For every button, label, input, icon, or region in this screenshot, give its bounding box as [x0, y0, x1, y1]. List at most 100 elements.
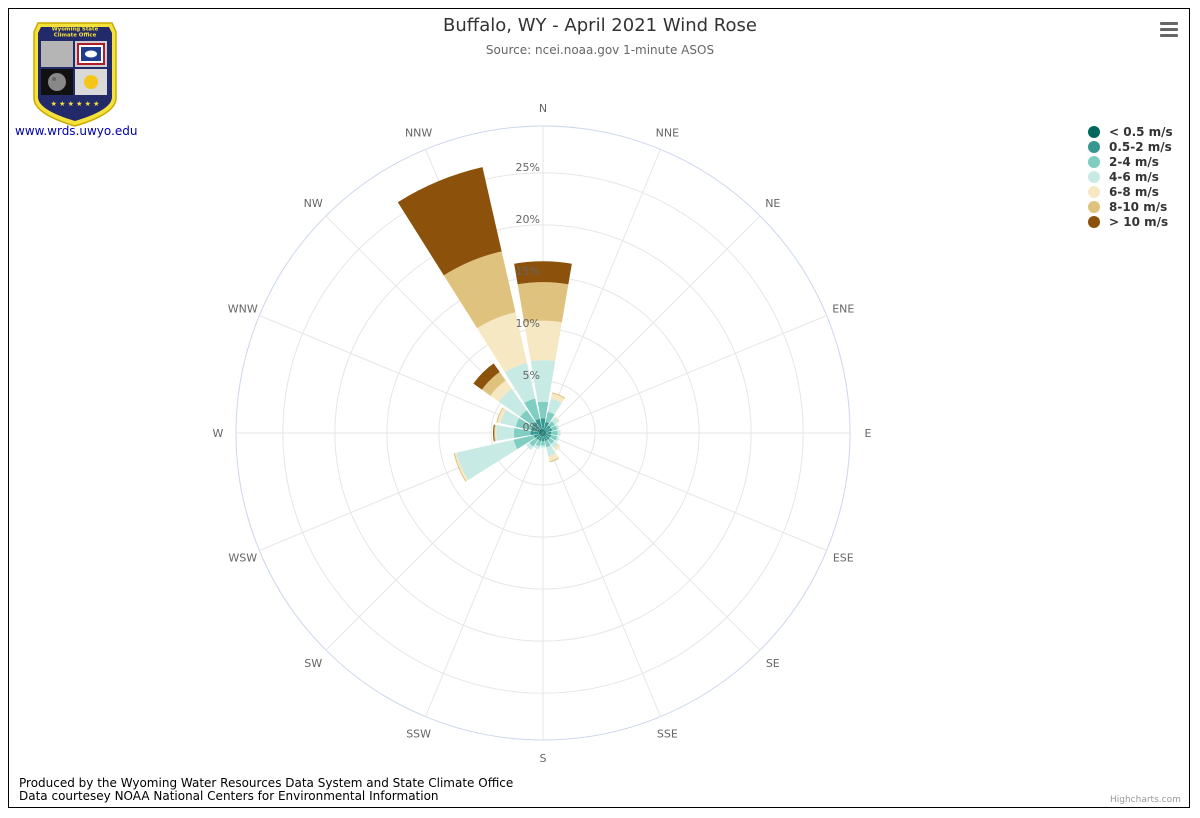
wind-bar-se-s2[interactable] [547, 437, 555, 445]
wind-bar-ssw-s1[interactable] [538, 435, 543, 442]
wind-bar-nw-s4[interactable] [490, 380, 512, 402]
legend-item-3[interactable]: 4-6 m/s [1088, 169, 1173, 184]
wind-bar-s-s1[interactable] [541, 436, 545, 442]
legend-item-4[interactable]: 6-8 m/s [1088, 184, 1173, 199]
wind-bar-wnw-s4[interactable] [497, 408, 507, 424]
wind-bar-w-s1[interactable] [530, 430, 539, 436]
wind-bar-nnw-s0[interactable] [540, 428, 543, 433]
wind-bar-ene-s2[interactable] [550, 425, 558, 431]
wind-bar-sw-s1[interactable] [536, 434, 542, 440]
wind-bar-ssw-s3[interactable] [534, 444, 540, 450]
wind-bar-nw-s2[interactable] [520, 410, 536, 426]
wind-bar-nnw-s6[interactable] [397, 167, 502, 276]
wind-bar-w-s5[interactable] [494, 424, 496, 442]
wind-bar-n-s2[interactable] [537, 401, 549, 419]
wind-bar-nnw-s1[interactable] [535, 418, 543, 430]
wind-bar-sse-s1[interactable] [543, 435, 548, 442]
wind-bar-n-s6[interactable] [514, 261, 572, 285]
wind-bar-wnw-s1[interactable] [530, 426, 540, 433]
wind-bar-wnw-s5[interactable] [496, 407, 504, 423]
wind-bar-wsw-s1[interactable] [533, 433, 541, 438]
wind-bar-nne-s0[interactable] [543, 429, 545, 433]
wind-bar-nw-s3[interactable] [498, 388, 527, 417]
wind-bar-e-s0[interactable] [543, 432, 547, 434]
wind-bar-sse-s4[interactable] [548, 453, 559, 462]
wind-bar-n-s3[interactable] [530, 360, 556, 403]
wind-bar-nne-s5[interactable] [552, 392, 566, 399]
wind-bar-n-s5[interactable] [517, 282, 569, 323]
wind-bar-wsw-s3[interactable] [456, 439, 518, 481]
grid-spoke [542, 315, 827, 434]
wind-bar-nnw-s5[interactable] [443, 251, 516, 329]
wind-bar-wsw-s0[interactable] [539, 433, 543, 435]
footer: Produced by the Wyoming Water Resources … [19, 777, 513, 803]
wind-bar-nw-s6[interactable] [473, 363, 500, 390]
wind-bar-nne-s2[interactable] [545, 411, 555, 424]
wind-bar-ne-s3[interactable] [551, 416, 560, 425]
wind-bar-s-s0[interactable] [542, 433, 544, 437]
wind-bar-se-s3[interactable] [550, 440, 559, 449]
wind-bar-wsw-s4[interactable] [454, 452, 469, 482]
wind-bar-wsw-s2[interactable] [513, 435, 536, 450]
wind-bar-nne-s3[interactable] [547, 398, 562, 415]
wind-bar-e-s2[interactable] [551, 430, 558, 436]
direction-label-w: W [213, 427, 224, 440]
wind-bar-ssw-s0[interactable] [541, 433, 543, 437]
wind-bar-nw-s5[interactable] [481, 371, 506, 396]
wind-bar-nw-s0[interactable] [539, 429, 543, 433]
wind-bar-nne-s4[interactable] [550, 393, 565, 404]
wind-bar-sse-s2[interactable] [544, 440, 551, 448]
wind-bar-ssw-s2[interactable] [535, 440, 542, 447]
wind-bar-sse-s5[interactable] [549, 457, 560, 463]
highcharts-credits-link[interactable]: Highcharts.com [1110, 795, 1181, 805]
wind-bar-sse-s0[interactable] [543, 433, 545, 437]
wind-bar-w-s3[interactable] [496, 425, 515, 441]
wind-bar-nne-s1[interactable] [543, 421, 550, 431]
wind-bar-sw-s0[interactable] [540, 433, 543, 436]
wind-bar-ne-s0[interactable] [543, 430, 546, 433]
wind-bar-ese-s3[interactable] [555, 436, 560, 442]
wind-bar-sw-s2[interactable] [529, 437, 539, 447]
wind-bar-w-s2[interactable] [513, 428, 531, 438]
wind-bar-ene-s0[interactable] [543, 431, 547, 433]
wind-bar-ne-s4[interactable] [554, 416, 560, 422]
wind-bar-n-s0[interactable] [542, 428, 544, 433]
wind-bar-ene-s1[interactable] [545, 428, 553, 433]
wind-bar-w-s0[interactable] [538, 432, 543, 434]
wind-bar-s-s2[interactable] [540, 441, 546, 446]
wind-bar-ese-s2[interactable] [550, 434, 558, 441]
wind-bar-n-s1[interactable] [540, 418, 546, 429]
footer-line-1: Produced by the Wyoming Water Resources … [19, 776, 514, 790]
legend-item-2[interactable]: 2-4 m/s [1088, 154, 1173, 169]
hamburger-menu-icon[interactable] [1160, 22, 1178, 38]
wind-bar-sse-s3[interactable] [546, 445, 556, 457]
wind-bar-w-s4[interactable] [495, 424, 497, 442]
wind-bar-se-s1[interactable] [544, 434, 550, 440]
wind-bar-ese-s1[interactable] [545, 433, 552, 438]
wind-bar-wsw-s5[interactable] [453, 453, 467, 482]
wind-bar-ne-s2[interactable] [548, 421, 555, 428]
wind-bar-w-s6[interactable] [493, 424, 495, 442]
wind-bar-nnw-s2[interactable] [524, 398, 540, 421]
wind-bar-n-s4[interactable] [524, 320, 562, 362]
wind-bar-wnw-s2[interactable] [515, 418, 533, 431]
legend-item-1[interactable]: 0.5-2 m/s [1088, 139, 1173, 154]
wind-bar-se-s4[interactable] [553, 443, 561, 451]
wind-bar-nw-s1[interactable] [531, 421, 541, 431]
wind-bar-sw-s3[interactable] [526, 442, 534, 450]
wind-bar-e-s3[interactable] [557, 430, 561, 436]
wind-bar-wnw-s0[interactable] [538, 430, 543, 433]
wind-bar-wnw-s3[interactable] [500, 409, 520, 427]
legend-item-6[interactable]: > 10 m/s [1088, 214, 1173, 229]
wind-bar-ese-s0[interactable] [543, 433, 547, 435]
wind-bar-e-s1[interactable] [546, 431, 552, 435]
legend-item-5[interactable]: 8-10 m/s [1088, 199, 1173, 214]
wind-bar-ene-s3[interactable] [555, 424, 560, 430]
wrds-website-link[interactable]: www.wrds.uwyo.edu [15, 124, 138, 138]
wind-bar-s-s3[interactable] [540, 445, 546, 448]
wind-bar-ne-s1[interactable] [544, 425, 551, 432]
wind-bar-nnw-s4[interactable] [477, 312, 528, 373]
legend-item-0[interactable]: < 0.5 m/s [1088, 124, 1173, 139]
wind-bar-se-s0[interactable] [543, 433, 546, 436]
wind-bar-nnw-s3[interactable] [504, 362, 536, 404]
